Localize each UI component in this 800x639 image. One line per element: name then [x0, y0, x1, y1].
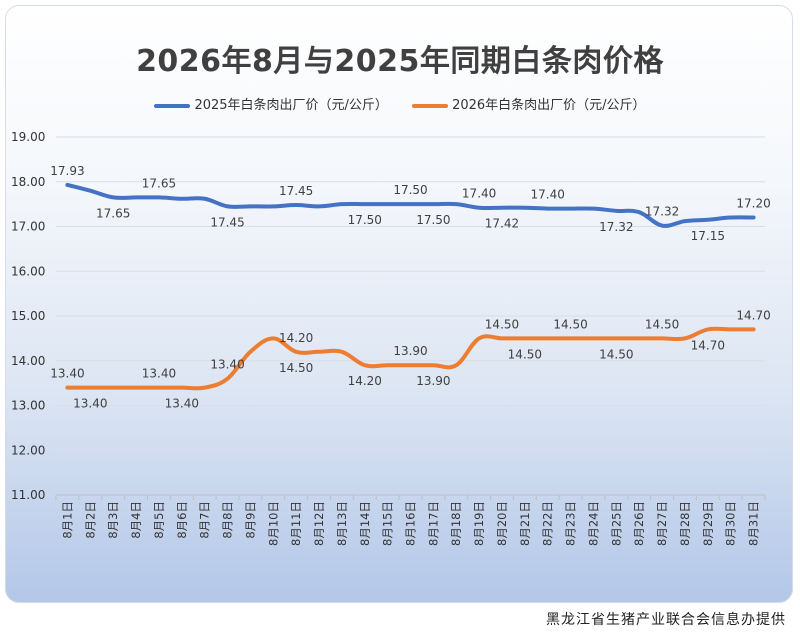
series-line-2026: [65, 326, 756, 391]
data-label: 17.45: [279, 184, 313, 198]
y-tick-label: 13.00: [11, 399, 45, 413]
x-tick-label: 8月20日: [495, 501, 509, 546]
legend-item-2025: 2025年白条肉出厂价（元/公斤）: [154, 94, 388, 113]
data-label: 17.40: [462, 187, 496, 201]
x-tick-label: 8月30日: [724, 501, 738, 546]
data-label: 14.50: [553, 317, 587, 331]
x-tick-label: 8月13日: [335, 501, 349, 546]
x-tick-label: 8月29日: [701, 501, 715, 546]
data-label: 17.32: [599, 220, 633, 234]
data-label: 17.65: [96, 206, 130, 220]
x-tick-label: 8月10日: [266, 501, 280, 546]
x-tick-label: 8月8日: [221, 501, 235, 539]
legend-label-2025: 2025年白条肉出厂价（元/公斤）: [194, 98, 388, 113]
x-tick-label: 8月5日: [152, 501, 166, 539]
x-tick-label: 8月23日: [564, 501, 578, 546]
data-label: 17.50: [393, 183, 427, 197]
data-label: 17.65: [142, 176, 176, 190]
y-tick-label: 16.00: [11, 264, 45, 278]
data-label: 17.15: [691, 229, 725, 243]
x-tick-label: 8月4日: [129, 501, 143, 539]
x-tick-label: 8月26日: [632, 501, 646, 546]
x-tick-label: 8月12日: [312, 501, 326, 546]
x-tick-label: 8月16日: [404, 501, 418, 546]
data-label: 14.20: [279, 331, 313, 345]
data-label: 17.50: [416, 213, 450, 227]
legend-swatch-2026: [412, 103, 449, 108]
chart-title: 2026年8月与2025年同期白条肉价格: [136, 44, 664, 79]
data-label: 17.40: [531, 188, 565, 202]
data-label: 17.93: [50, 164, 84, 178]
data-label: 13.40: [142, 367, 176, 381]
x-tick-label: 8月28日: [678, 501, 692, 546]
y-tick-label: 18.00: [11, 175, 45, 189]
x-tick-label: 8月27日: [655, 501, 669, 546]
data-label: 14.70: [691, 338, 725, 352]
data-label: 14.50: [485, 317, 519, 331]
legend-label-2026: 2026年白条肉出厂价（元/公斤）: [452, 98, 646, 113]
y-tick-label: 17.00: [11, 220, 45, 234]
data-label: 17.45: [210, 215, 244, 229]
x-tick-label: 8月15日: [381, 501, 395, 546]
data-label: 14.70: [736, 308, 770, 322]
legend-item-2026: 2026年白条肉出厂价（元/公斤）: [412, 94, 646, 113]
x-tick-label: 8月19日: [472, 501, 486, 546]
x-tick-label: 8月21日: [518, 501, 532, 546]
y-tick-label: 15.00: [11, 309, 45, 323]
data-label: 14.50: [599, 347, 633, 361]
x-tick-label: 8月25日: [609, 501, 623, 546]
x-tick-label: 8月6日: [175, 501, 189, 539]
x-tick-label: 8月22日: [541, 501, 555, 546]
x-tick-label: 8月24日: [586, 501, 600, 546]
data-label: 13.90: [416, 374, 450, 388]
x-tick-label: 8月31日: [747, 501, 761, 546]
x-tick-label: 8月7日: [198, 501, 212, 539]
source-note: 黑龙江省生猪产业联合会信息办提供: [546, 612, 786, 628]
data-label: 13.40: [165, 397, 199, 411]
data-label: 13.40: [73, 397, 107, 411]
x-tick-label: 8月1日: [60, 501, 74, 539]
x-tick-label: 8月11日: [289, 501, 303, 546]
data-label: 14.20: [348, 374, 382, 388]
x-tick-label: 8月2日: [83, 501, 97, 539]
data-label: 17.50: [348, 213, 382, 227]
y-tick-label: 12.00: [11, 443, 45, 457]
legend-swatch-2025: [154, 103, 191, 108]
y-tick-label: 19.00: [11, 130, 45, 144]
data-label: 14.50: [279, 361, 313, 375]
chart-card: [5, 5, 793, 603]
data-label: 14.50: [508, 347, 542, 361]
data-label: 13.90: [393, 344, 427, 358]
data-label: 13.40: [50, 367, 84, 381]
data-label: 17.42: [485, 217, 519, 231]
x-tick-label: 8月14日: [358, 501, 372, 546]
y-tick-label: 11.00: [11, 488, 45, 502]
legend: 2025年白条肉出厂价（元/公斤） 2026年白条肉出厂价（元/公斤）: [0, 94, 800, 113]
data-label: 13.40: [210, 358, 244, 372]
x-tick-label: 8月17日: [426, 501, 440, 546]
data-label: 17.20: [736, 197, 770, 211]
x-tick-label: 8月9日: [243, 501, 257, 539]
x-tick-label: 8月3日: [106, 501, 120, 539]
y-tick-label: 14.00: [11, 354, 45, 368]
x-tick-label: 8月18日: [449, 501, 463, 546]
data-label: 14.50: [645, 317, 679, 331]
data-label: 17.32: [645, 205, 679, 219]
series-line-2025: [65, 182, 756, 228]
